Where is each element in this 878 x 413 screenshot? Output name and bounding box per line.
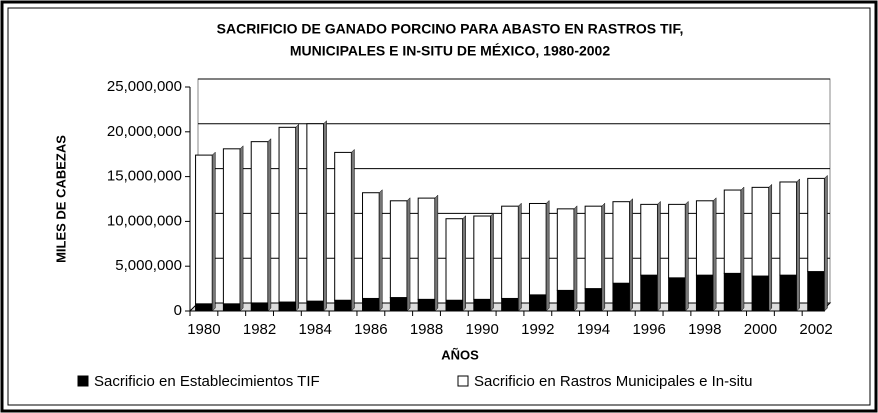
bar-segment bbox=[389, 200, 408, 299]
y-tick-label: 10,000,000 bbox=[107, 212, 182, 229]
bar-side bbox=[712, 197, 717, 312]
bar-side bbox=[239, 145, 244, 312]
chart-title: MUNICIPALES E IN-SITU DE MÉXICO, 1980-20… bbox=[290, 43, 610, 59]
bar-segment bbox=[584, 288, 603, 312]
bar-side bbox=[295, 123, 299, 312]
bar-segment bbox=[473, 215, 492, 300]
x-axis-label: AÑOS bbox=[441, 347, 479, 362]
bar-segment bbox=[640, 203, 658, 276]
bar-side bbox=[490, 212, 494, 312]
bar-segment bbox=[195, 154, 213, 305]
x-tick-label: 1982 bbox=[243, 321, 276, 338]
bar-segment bbox=[779, 181, 798, 276]
bar-segment bbox=[222, 303, 241, 312]
bar-side bbox=[768, 183, 773, 312]
bar-segment bbox=[473, 298, 492, 312]
bar-segment bbox=[362, 297, 380, 312]
bar-side bbox=[267, 138, 272, 312]
bar-segment bbox=[278, 126, 297, 303]
bar-segment bbox=[306, 300, 325, 312]
bar-side bbox=[462, 215, 466, 312]
bar-segment bbox=[306, 123, 325, 302]
x-tick-label: 1980 bbox=[187, 321, 220, 338]
bar-side bbox=[406, 197, 411, 312]
x-tick-label: 2000 bbox=[744, 321, 777, 338]
bar-segment bbox=[612, 282, 631, 312]
bar-segment bbox=[528, 202, 547, 296]
x-tick-label: 1986 bbox=[354, 321, 387, 338]
bar-segment bbox=[612, 201, 631, 284]
bar-segment bbox=[501, 297, 519, 312]
bar-segment bbox=[668, 277, 686, 312]
bar-segment bbox=[723, 272, 742, 312]
x-tick-label: 1994 bbox=[577, 321, 610, 338]
bar-side bbox=[378, 189, 383, 312]
bar-segment bbox=[417, 298, 436, 312]
y-axis-label: MILES DE CABEZAS bbox=[53, 135, 68, 263]
bar-side bbox=[629, 198, 633, 312]
bar-side bbox=[601, 202, 606, 312]
bar-segment bbox=[417, 197, 436, 300]
bar-segment bbox=[334, 151, 352, 301]
x-tick-label: 1988 bbox=[410, 321, 443, 338]
bar-side bbox=[657, 200, 661, 312]
x-tick-label: 1996 bbox=[632, 321, 665, 338]
legend-swatch bbox=[457, 375, 469, 387]
y-tick-label: 15,000,000 bbox=[107, 168, 182, 185]
bar-segment bbox=[807, 271, 825, 312]
y-tick-label: 20,000,000 bbox=[107, 123, 182, 140]
bar-segment bbox=[501, 205, 519, 299]
bar-side bbox=[518, 202, 522, 312]
bar-segment bbox=[807, 177, 825, 273]
bar-side bbox=[434, 194, 439, 312]
bar-side bbox=[573, 205, 578, 312]
bar-side bbox=[824, 174, 828, 312]
legend-label: Sacrificio en Rastros Municipales e In-s… bbox=[474, 373, 752, 390]
x-tick-label: 2002 bbox=[799, 321, 832, 338]
bar-segment bbox=[695, 274, 714, 312]
bar-segment bbox=[445, 299, 464, 312]
bar-segment bbox=[556, 289, 575, 312]
bar-side bbox=[685, 200, 689, 312]
x-tick-label: 1990 bbox=[465, 321, 498, 338]
bar-segment bbox=[528, 294, 547, 312]
x-tick-label: 1998 bbox=[688, 321, 721, 338]
bar-segment bbox=[668, 203, 686, 279]
bar-segment bbox=[389, 297, 408, 312]
bar-segment bbox=[195, 303, 213, 312]
bar-side bbox=[740, 186, 745, 312]
bar-segment bbox=[250, 141, 269, 304]
x-tick-label: 1984 bbox=[299, 321, 332, 338]
bar-segment bbox=[584, 205, 603, 290]
bar-side bbox=[323, 120, 327, 312]
bar-side bbox=[545, 199, 550, 312]
bar-segment bbox=[779, 274, 798, 312]
bar-side bbox=[351, 148, 355, 312]
y-tick-label: 5,000,000 bbox=[115, 257, 182, 274]
y-tick-label: 0 bbox=[174, 302, 182, 319]
chart-title: SACRIFICIO DE GANADO PORCINO PARA ABASTO… bbox=[217, 21, 684, 37]
bar-segment bbox=[250, 302, 269, 312]
legend-swatch bbox=[77, 375, 89, 387]
bar-segment bbox=[334, 299, 352, 312]
legend-label: Sacrificio en Establecimientos TIF bbox=[94, 373, 320, 390]
bar-segment bbox=[362, 192, 380, 299]
bar-segment bbox=[695, 200, 714, 276]
y-tick-label: 25,000,000 bbox=[107, 78, 182, 95]
bar-segment bbox=[222, 148, 241, 305]
x-tick-label: 1992 bbox=[521, 321, 554, 338]
bar-side bbox=[796, 178, 800, 312]
bar-segment bbox=[751, 275, 770, 312]
bar-segment bbox=[556, 208, 575, 291]
bar-side bbox=[212, 151, 216, 312]
bar-segment bbox=[723, 189, 742, 274]
bar-segment bbox=[278, 301, 297, 312]
inner-frame bbox=[7, 7, 871, 406]
bar-segment bbox=[640, 274, 658, 312]
bar-segment bbox=[751, 186, 770, 277]
bar-segment bbox=[445, 218, 464, 301]
